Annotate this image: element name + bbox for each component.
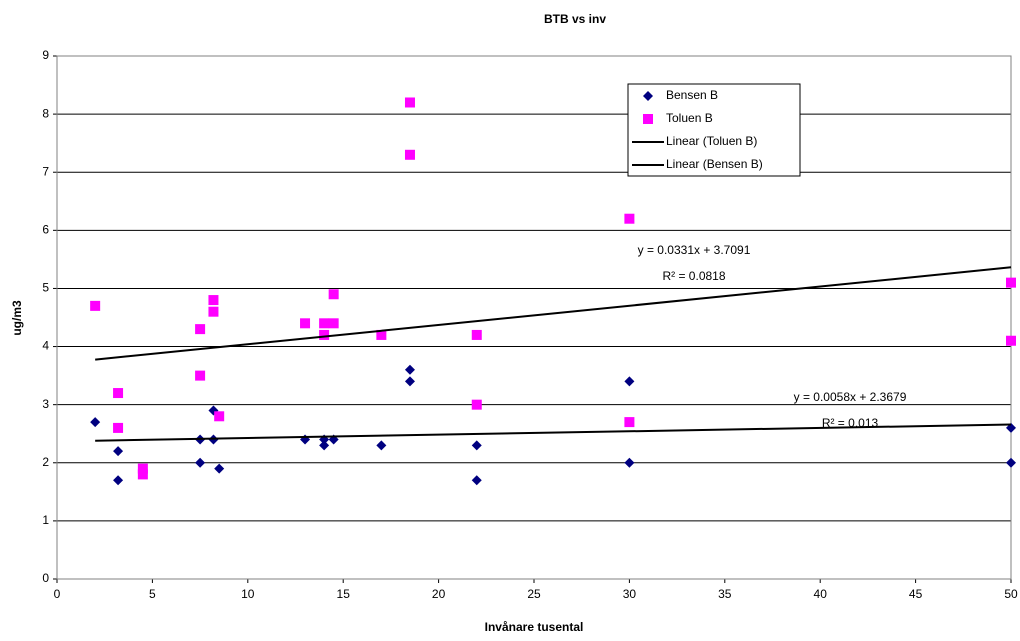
y-tick-label: 0	[42, 571, 49, 585]
point	[471, 440, 482, 451]
legend-label: Bensen B	[666, 88, 718, 102]
point	[214, 411, 225, 422]
point	[624, 457, 635, 468]
point	[624, 417, 635, 428]
point	[319, 440, 330, 451]
point	[195, 324, 206, 335]
trendline	[95, 266, 1012, 361]
x-tick-label: 45	[909, 587, 923, 601]
y-axis-label: ug/m3	[10, 300, 24, 336]
point	[195, 457, 206, 468]
point	[404, 149, 415, 160]
y-tick-label: 1	[42, 513, 49, 527]
legend-box	[627, 83, 801, 177]
x-tick-label: 0	[54, 587, 61, 601]
point	[208, 295, 219, 306]
y-tick-label: 7	[42, 164, 49, 178]
point	[208, 306, 219, 317]
point	[471, 399, 482, 410]
point	[404, 364, 415, 375]
point	[376, 329, 387, 340]
x-tick-label: 10	[241, 587, 255, 601]
point	[376, 440, 387, 451]
y-tick-label: 9	[42, 48, 49, 62]
point	[195, 370, 206, 381]
point	[471, 475, 482, 486]
point	[90, 300, 101, 311]
point	[471, 329, 482, 340]
point	[1006, 277, 1016, 288]
y-tick-label: 6	[42, 223, 49, 237]
trendline-equation: y = 0.0331x + 3.7091	[638, 243, 751, 257]
x-axis-label: Invånare tusental	[485, 620, 584, 634]
x-tick-label: 15	[337, 587, 351, 601]
point	[113, 446, 124, 457]
point	[624, 376, 635, 387]
y-tick-label: 8	[42, 106, 49, 120]
point	[1006, 457, 1016, 468]
x-tick-label: 50	[1004, 587, 1018, 601]
point	[404, 376, 415, 387]
point	[404, 97, 415, 108]
point	[300, 318, 311, 329]
trendline	[95, 423, 1012, 442]
point	[328, 318, 339, 329]
point	[1006, 335, 1016, 346]
y-tick-label: 3	[42, 397, 49, 411]
legend-label: Linear (Toluen B)	[666, 134, 757, 148]
point	[113, 422, 124, 433]
x-tick-label: 35	[718, 587, 732, 601]
x-tick-label: 5	[149, 587, 156, 601]
x-tick-label: 20	[432, 587, 446, 601]
point	[319, 318, 330, 329]
point	[113, 388, 124, 399]
x-tick-label: 25	[527, 587, 541, 601]
y-tick-label: 4	[42, 339, 49, 353]
point	[113, 475, 124, 486]
point	[90, 417, 101, 428]
y-tick-label: 2	[42, 455, 49, 469]
point	[643, 91, 653, 101]
trendline-equation: y = 0.0058x + 2.3679	[794, 390, 907, 404]
point	[319, 329, 330, 340]
point	[328, 289, 339, 300]
legend-label: Toluen B	[666, 111, 713, 125]
point	[137, 463, 148, 474]
plot-area	[56, 55, 1012, 580]
y-tick-label: 5	[42, 281, 49, 295]
trendline-r2: R² = 0.0818	[662, 269, 725, 283]
x-tick-label: 40	[814, 587, 828, 601]
point	[624, 213, 635, 224]
legend-label: Linear (Bensen B)	[666, 157, 763, 171]
chart-title: BTB vs inv	[544, 12, 606, 26]
point	[643, 114, 653, 124]
trendline-r2: R² = 0.013	[822, 416, 879, 430]
x-tick-label: 30	[623, 587, 637, 601]
point	[137, 469, 148, 480]
point	[214, 463, 225, 474]
